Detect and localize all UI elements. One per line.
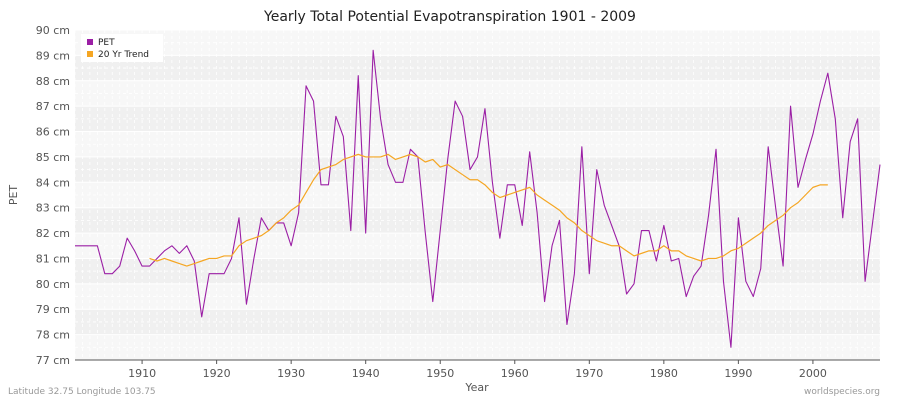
legend-swatch-pet: [87, 39, 93, 45]
footer-location: Latitude 32.75 Longitude 103.75: [8, 387, 156, 397]
legend-swatch-trend: [87, 51, 93, 57]
x-tick-label: 1950: [426, 367, 454, 380]
x-tick-label: 1940: [352, 367, 380, 380]
y-tick-label: 82 cm: [36, 227, 70, 240]
y-tick-label: 80 cm: [36, 278, 70, 291]
y-tick-label: 88 cm: [36, 75, 70, 88]
y-tick-label: 79 cm: [36, 303, 70, 316]
y-tick-label: 86 cm: [36, 126, 70, 139]
y-tick-label: 77 cm: [36, 354, 70, 367]
y-tick-label: 87 cm: [36, 100, 70, 113]
y-tick-label: 78 cm: [36, 329, 70, 342]
trend-series-line: [149, 153, 828, 267]
legend-box: [81, 34, 163, 62]
x-tick-label: 1930: [277, 367, 305, 380]
pet-series-line: [75, 49, 881, 348]
chart-title: Yearly Total Potential Evapotranspiratio…: [263, 9, 636, 25]
y-tick-label: 84 cm: [36, 176, 70, 189]
y-tick-label: 89 cm: [36, 49, 70, 62]
x-tick-label: 1970: [575, 367, 603, 380]
footer-source: worldspecies.org: [804, 387, 880, 397]
series-group: [75, 49, 881, 348]
y-tick-label: 81 cm: [36, 252, 70, 265]
y-tick-label: 85 cm: [36, 151, 70, 164]
y-tick-label: 90 cm: [36, 24, 70, 37]
y-axis-label: PET: [7, 185, 20, 206]
y-tick-label: 83 cm: [36, 202, 70, 215]
legend-label-trend: 20 Yr Trend: [98, 50, 149, 60]
x-tick-label: 2000: [799, 367, 827, 380]
x-tick-label: 1980: [650, 367, 678, 380]
x-tick-label: 1960: [501, 367, 529, 380]
x-axis-label: Year: [464, 381, 489, 394]
vertical-gridlines: [74, 30, 881, 360]
x-tick-label: 1990: [724, 367, 752, 380]
legend-label-pet: PET: [98, 38, 115, 48]
x-tick-label: 1920: [203, 367, 231, 380]
x-axis-ticks: 1910 1920 1930 1940 1950 1960 1970 1980 1990 2000: [128, 360, 827, 380]
x-tick-label: 1910: [128, 367, 156, 380]
legend: PET 20 Yr Trend: [81, 34, 163, 62]
